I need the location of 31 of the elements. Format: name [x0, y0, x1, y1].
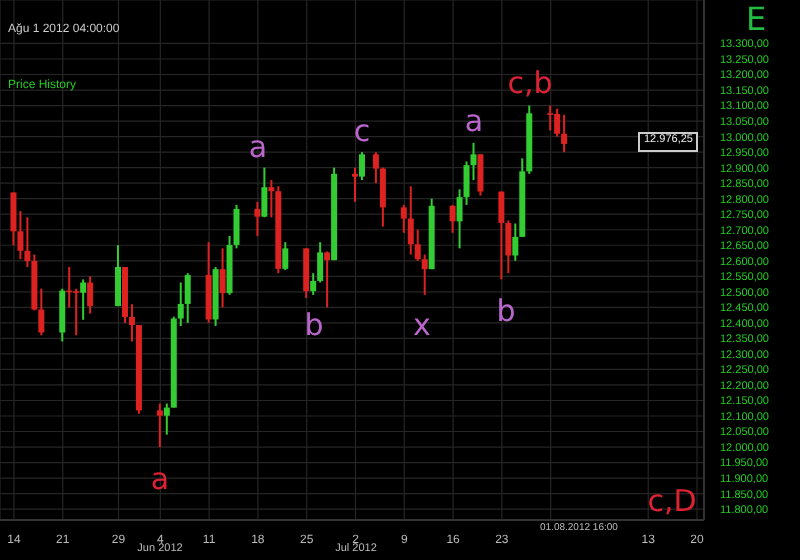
annotation: b: [304, 307, 324, 343]
annotation: x: [413, 307, 431, 343]
candlestick: [303, 247, 310, 300]
annotation: c,D: [647, 483, 697, 519]
candlestick: [254, 200, 261, 237]
candlestick: [547, 104, 554, 132]
candlestick: [80, 278, 87, 321]
candlestick: [449, 203, 456, 234]
candlestick: [352, 166, 358, 203]
candlestick: [407, 185, 414, 256]
candlestick: [561, 113, 568, 154]
annotation: a: [464, 103, 484, 139]
candlestick: [115, 244, 122, 308]
candlestick: [324, 250, 331, 309]
candlestick: [358, 151, 365, 182]
text: E: [745, 0, 767, 38]
candlestick: [59, 287, 66, 343]
candlestick: [156, 402, 163, 449]
annotation: a: [248, 129, 268, 165]
candlestick: [219, 247, 226, 309]
candlestick: [205, 241, 212, 324]
annotation: c,b: [507, 65, 553, 101]
annotation: c: [353, 113, 371, 149]
candlestick: [87, 275, 94, 315]
annotation: b: [496, 293, 516, 329]
annotation: a: [150, 461, 170, 497]
candlestick: [498, 190, 505, 281]
candlestick: [477, 153, 484, 197]
candlestick: [184, 272, 191, 324]
candlestick: [282, 241, 289, 272]
candlestick: [261, 166, 268, 219]
